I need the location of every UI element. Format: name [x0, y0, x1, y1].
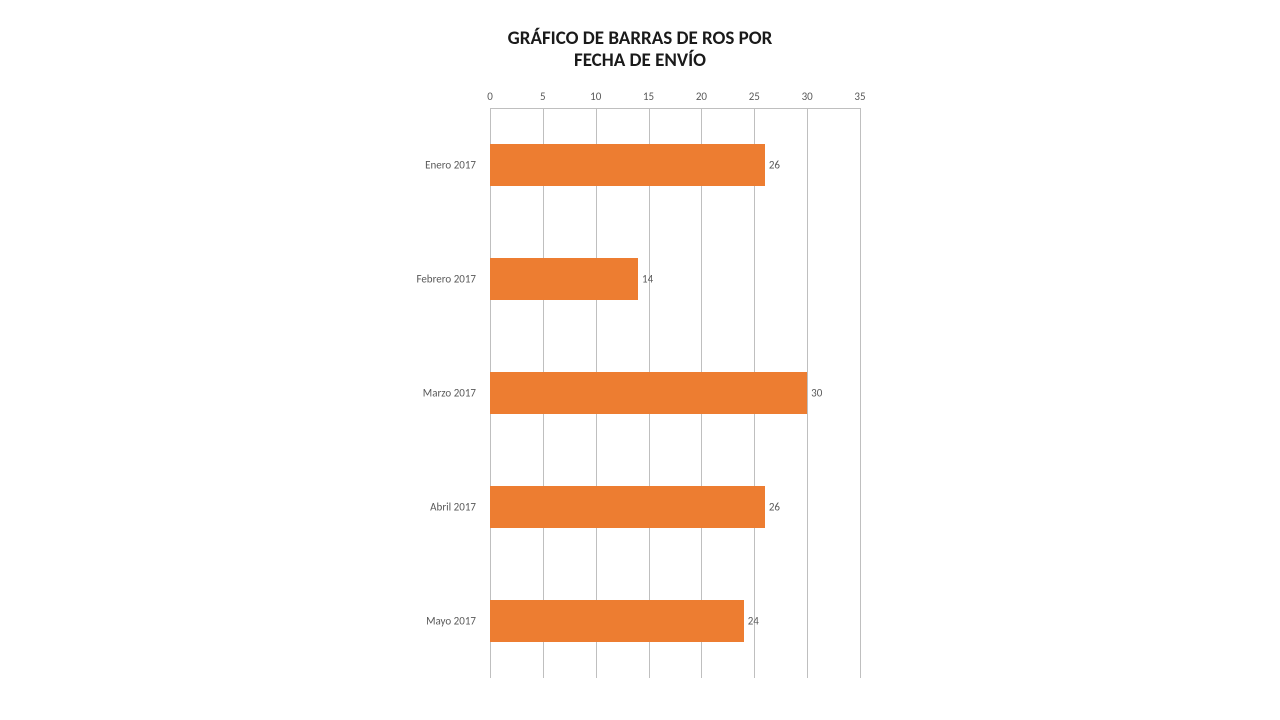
category-label: Mayo 2017 [316, 615, 476, 628]
bar [490, 486, 765, 528]
gridline [807, 108, 808, 678]
bar [490, 144, 765, 186]
bar-value-label: 14 [642, 273, 653, 286]
x-tick-label: 25 [749, 90, 760, 103]
category-label: Enero 2017 [316, 159, 476, 172]
plot-area: 051015202530352614302624 [490, 108, 860, 678]
gridline [860, 108, 861, 678]
x-tick-label: 15 [643, 90, 654, 103]
axis-baseline [490, 108, 860, 109]
bar-value-label: 26 [769, 159, 780, 172]
bar [490, 600, 744, 642]
bar [490, 372, 807, 414]
chart-container: GRÁFICO DE BARRAS DE ROS POR FECHA DE EN… [0, 0, 1280, 720]
bar-value-label: 26 [769, 501, 780, 514]
bar-value-label: 24 [748, 615, 759, 628]
category-label: Febrero 2017 [316, 273, 476, 286]
bar [490, 258, 638, 300]
x-tick-label: 20 [696, 90, 707, 103]
x-tick-label: 5 [540, 90, 546, 103]
x-tick-label: 0 [487, 90, 493, 103]
category-label: Marzo 2017 [316, 387, 476, 400]
category-label: Abril 2017 [316, 501, 476, 514]
x-tick-label: 35 [854, 90, 865, 103]
bar-value-label: 30 [811, 387, 822, 400]
chart-title: GRÁFICO DE BARRAS DE ROS POR FECHA DE EN… [0, 28, 1280, 72]
x-tick-label: 30 [802, 90, 813, 103]
x-tick-label: 10 [590, 90, 601, 103]
